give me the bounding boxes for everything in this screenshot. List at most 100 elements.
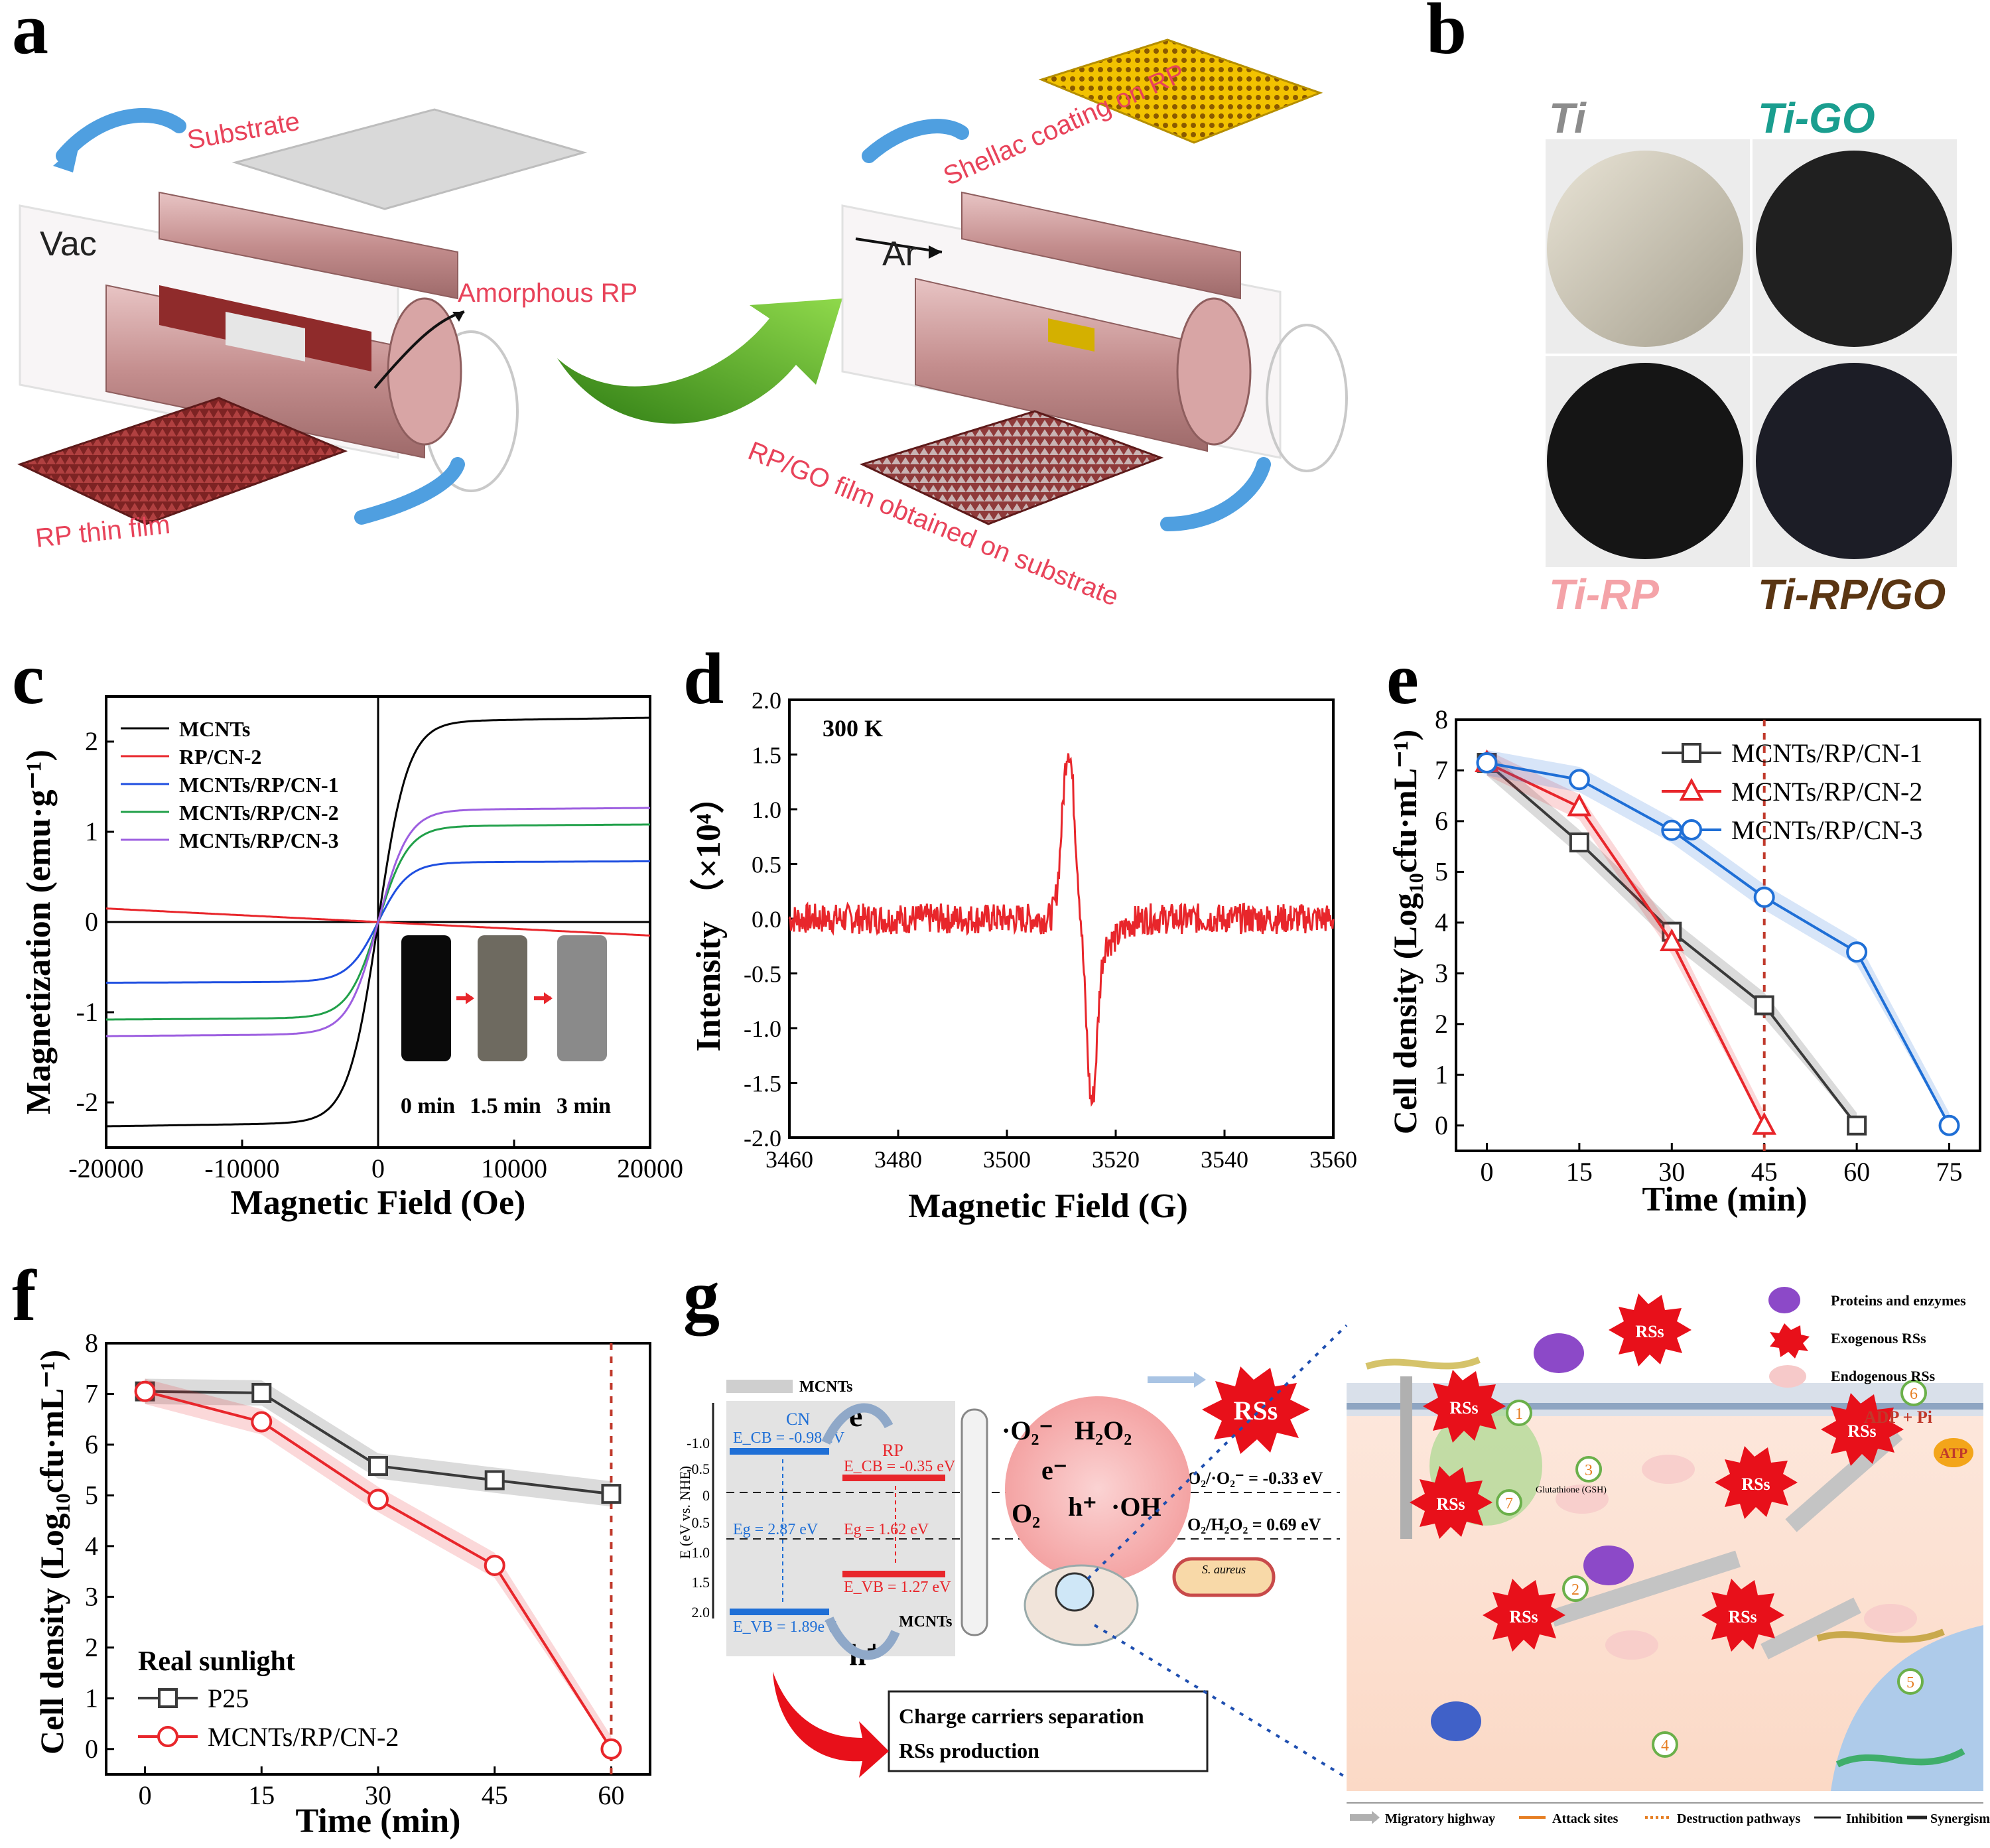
cell-mechanism: RSs RSs RSs RSs RSs RSs RSs bbox=[1347, 1287, 1990, 1826]
x-tick-label: 30 bbox=[365, 1780, 391, 1810]
ti-rp-label: Ti-RP bbox=[1549, 570, 1659, 618]
inset-label-1: 1.5 min bbox=[470, 1094, 541, 1118]
x-tick-label: 60 bbox=[1843, 1157, 1870, 1187]
panel-letter-d: d bbox=[683, 638, 724, 719]
series-band-1 bbox=[145, 1378, 612, 1749]
vial-inset: 0 min 1.5 min 3 min bbox=[401, 935, 611, 1118]
chart-e-xlabel: Time (min) bbox=[1642, 1181, 1808, 1219]
rss-label-5: RSs bbox=[1728, 1607, 1757, 1626]
rotate-arrow-icon-3 bbox=[862, 119, 969, 163]
legend-label-3: MCNTs/RP/CN-2 bbox=[179, 801, 339, 825]
mcnts-legend: MCNTs bbox=[799, 1378, 852, 1396]
series-line-4 bbox=[106, 807, 650, 1037]
panel-e: e 0 15 30 45 60 75012345678MCNTs/RP/CN-1MCNTs… bbox=[1386, 638, 1981, 1219]
legend-exo: Exogenous RSs bbox=[1831, 1330, 1926, 1347]
chart-f-xlabel: Time (min) bbox=[296, 1802, 461, 1840]
band-tick-2: 0 bbox=[702, 1487, 710, 1504]
chart-d-annotation: 300 K bbox=[823, 715, 883, 742]
y-tick-label: 8 bbox=[1435, 704, 1448, 734]
legend-label-1: MCNTs/RP/CN-2 bbox=[208, 1722, 399, 1752]
pot1-label: O₂/·O₂⁻ = -0.33 eV bbox=[1187, 1469, 1323, 1488]
furnace-tube-2 bbox=[841, 191, 1348, 472]
x-tick-label: 15 bbox=[1566, 1157, 1593, 1187]
y-tick-label: -2.0 bbox=[744, 1125, 781, 1152]
plot-frame bbox=[1455, 718, 1981, 1152]
x-tick-label: 3540 bbox=[1201, 1146, 1248, 1173]
o2-label: O₂ bbox=[1012, 1498, 1040, 1528]
ti-rpgo-label: Ti-RP/GO bbox=[1758, 570, 1946, 618]
y-tick-label: 0.0 bbox=[752, 906, 781, 933]
electron-arrow-icon bbox=[821, 1403, 894, 1445]
step-4: 4 bbox=[1661, 1737, 1669, 1754]
y-tick-label: 1 bbox=[85, 1683, 98, 1713]
y-tick-label: 7 bbox=[1435, 755, 1448, 785]
legend-label-1: RP/CN-2 bbox=[179, 745, 261, 769]
oh-label: ·OH bbox=[1111, 1492, 1161, 1522]
box-line-2: RSs production bbox=[899, 1739, 1039, 1762]
x-tick-label: 30 bbox=[1658, 1157, 1685, 1187]
y-tick-label: 1.0 bbox=[752, 797, 781, 823]
band-tick-5: 1.5 bbox=[692, 1574, 710, 1591]
magnifier-icon bbox=[1055, 1572, 1094, 1612]
y-tick-label: 0 bbox=[85, 907, 98, 937]
rss-label-7: RSs bbox=[1847, 1421, 1876, 1441]
bottom-legend-1: Attack sites bbox=[1552, 1812, 1619, 1826]
band-tick-0: -1.0 bbox=[687, 1435, 710, 1451]
rp-thin-film bbox=[17, 397, 348, 525]
y-tick-label: -1.0 bbox=[744, 1016, 781, 1042]
rotate-arrow-icon bbox=[56, 107, 186, 163]
chart-d-xlabel: Magnetic Field (G) bbox=[908, 1187, 1188, 1225]
data-point-2-4 bbox=[1846, 941, 1868, 963]
y-tick-label: -0.5 bbox=[744, 961, 781, 988]
cn-label: CN bbox=[786, 1410, 810, 1429]
legend-label-2: MCNTs/RP/CN-3 bbox=[1731, 815, 1922, 845]
x-tick-label: -20000 bbox=[68, 1154, 143, 1183]
y-tick-label: 6 bbox=[85, 1429, 98, 1459]
rp-label: RP bbox=[882, 1441, 903, 1460]
ti-go-disc bbox=[1756, 151, 1952, 347]
rp-eg: Eg = 1.62 eV bbox=[844, 1521, 929, 1538]
shellac-coated-plate bbox=[1038, 38, 1323, 144]
chart-c-plot: -20000 -10000 0 10000 20000 -2 -1 0 1 2 MCNTs RP/CN… bbox=[68, 695, 683, 1183]
step-1: 1 bbox=[1515, 1406, 1523, 1423]
x-tick-label: 75 bbox=[1936, 1157, 1963, 1187]
rpgo-film bbox=[859, 410, 1164, 525]
chart-d-plot: 3460 3480 3500 3520 3540 3560 -2.0 -1.5 -1.0 -0.5… bbox=[744, 687, 1357, 1173]
ti-rpgo-disc bbox=[1756, 363, 1952, 559]
ti-rp-disc bbox=[1547, 363, 1743, 559]
o2-radical-label: ·O₂⁻ bbox=[1002, 1416, 1053, 1445]
x-tick-label: 0 bbox=[371, 1154, 385, 1183]
chart-c-ylabel: Magnetization (emu·g⁻¹) bbox=[20, 750, 58, 1114]
data-point-0-3 bbox=[484, 1470, 505, 1490]
substrate-label: Substrate bbox=[185, 107, 302, 155]
data-point-0-1 bbox=[251, 1382, 272, 1403]
rp-thin-film-label: RP thin film bbox=[34, 510, 171, 553]
y-tick-label: -1.5 bbox=[744, 1071, 781, 1097]
legend-endo: Endogenous RSs bbox=[1831, 1368, 1936, 1384]
rss-burst-icon bbox=[1202, 1366, 1310, 1454]
data-point-1-0 bbox=[134, 1380, 156, 1402]
x-tick-label: 3520 bbox=[1092, 1146, 1140, 1173]
y-tick-label: 0.5 bbox=[752, 852, 781, 878]
step-7: 7 bbox=[1505, 1495, 1513, 1512]
rss-burst-icon-6 bbox=[1715, 1446, 1798, 1519]
panel-g: g MCNTs E (eV vs. NHE) -1.0 -0.5 0 0.5 1… bbox=[677, 1255, 1990, 1826]
box-line-1: Charge carriers separation bbox=[899, 1704, 1144, 1728]
panel-c: c -20000 -10000 0 10000 20000 -2 -1 0 1 2 MCNTs RP/… bbox=[12, 638, 683, 1222]
y-tick-label: 5 bbox=[1435, 856, 1448, 886]
epr-signal-line bbox=[788, 753, 1335, 1107]
y-tick-label: 0 bbox=[85, 1734, 98, 1764]
y-tick-label: 2 bbox=[85, 1632, 98, 1662]
legend-marker-1 bbox=[1679, 777, 1704, 801]
legend-label-4: MCNTs/RP/CN-3 bbox=[179, 828, 339, 852]
legend-label-0: P25 bbox=[208, 1683, 249, 1713]
data-point-1-3 bbox=[1752, 1112, 1777, 1135]
series-line-1 bbox=[1486, 761, 1766, 1126]
data-point-0-4 bbox=[1847, 1115, 1867, 1136]
data-point-2-3 bbox=[1753, 886, 1775, 908]
y-tick-label: 2 bbox=[85, 726, 98, 756]
rss-label-1: RSs bbox=[1635, 1322, 1664, 1341]
x-tick-label: 45 bbox=[1751, 1157, 1778, 1187]
